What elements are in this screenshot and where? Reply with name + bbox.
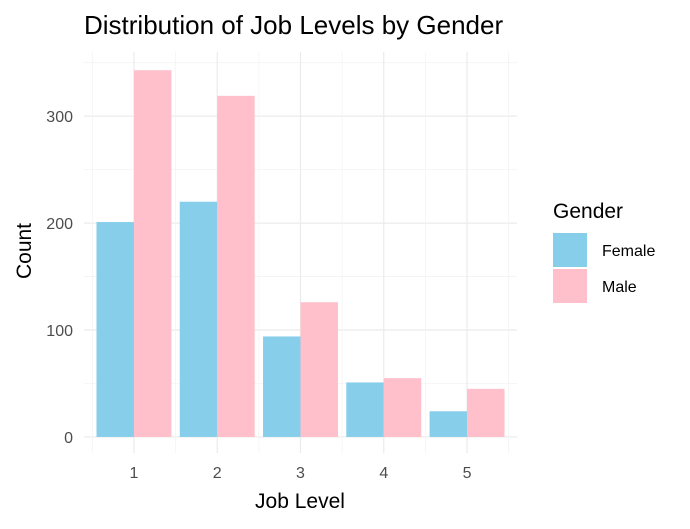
legend-title: Gender xyxy=(553,200,623,223)
bar-male-level-3 xyxy=(300,302,338,437)
legend-swatch-male xyxy=(553,269,587,303)
bar-female-level-2 xyxy=(179,201,218,437)
y-tick-label: 200 xyxy=(46,216,73,233)
bar-male-level-2 xyxy=(217,95,255,437)
legend-swatch-female xyxy=(553,233,587,267)
bar-female-level-1 xyxy=(96,222,134,437)
x-axis-label: Job Level xyxy=(255,490,345,513)
x-tick-label: 1 xyxy=(130,465,139,482)
bar-male-level-4 xyxy=(383,378,422,437)
bars xyxy=(96,70,505,437)
x-tick-label: 2 xyxy=(213,465,222,482)
bar-female-level-3 xyxy=(263,336,301,437)
y-tick-label: 100 xyxy=(46,323,73,340)
x-tick-label: 5 xyxy=(463,465,472,482)
legend-label-female: Female xyxy=(602,243,655,260)
y-axis-label: Count xyxy=(13,223,36,279)
y-tick-label: 300 xyxy=(46,109,73,126)
bar-male-level-1 xyxy=(133,70,172,437)
x-tick-label: 3 xyxy=(296,465,305,482)
axes: 0 100 200 300 1 2 3 4 5 xyxy=(46,109,471,482)
chart-title: Distribution of Job Levels by Gender xyxy=(84,10,503,40)
y-tick-label: 0 xyxy=(64,430,73,447)
x-tick-label: 4 xyxy=(379,465,388,482)
bar-female-level-5 xyxy=(429,411,468,437)
bar-male-level-5 xyxy=(467,388,505,437)
bar-female-level-4 xyxy=(346,382,384,437)
legend: Gender Female Male xyxy=(553,200,655,303)
legend-label-male: Male xyxy=(602,279,637,296)
